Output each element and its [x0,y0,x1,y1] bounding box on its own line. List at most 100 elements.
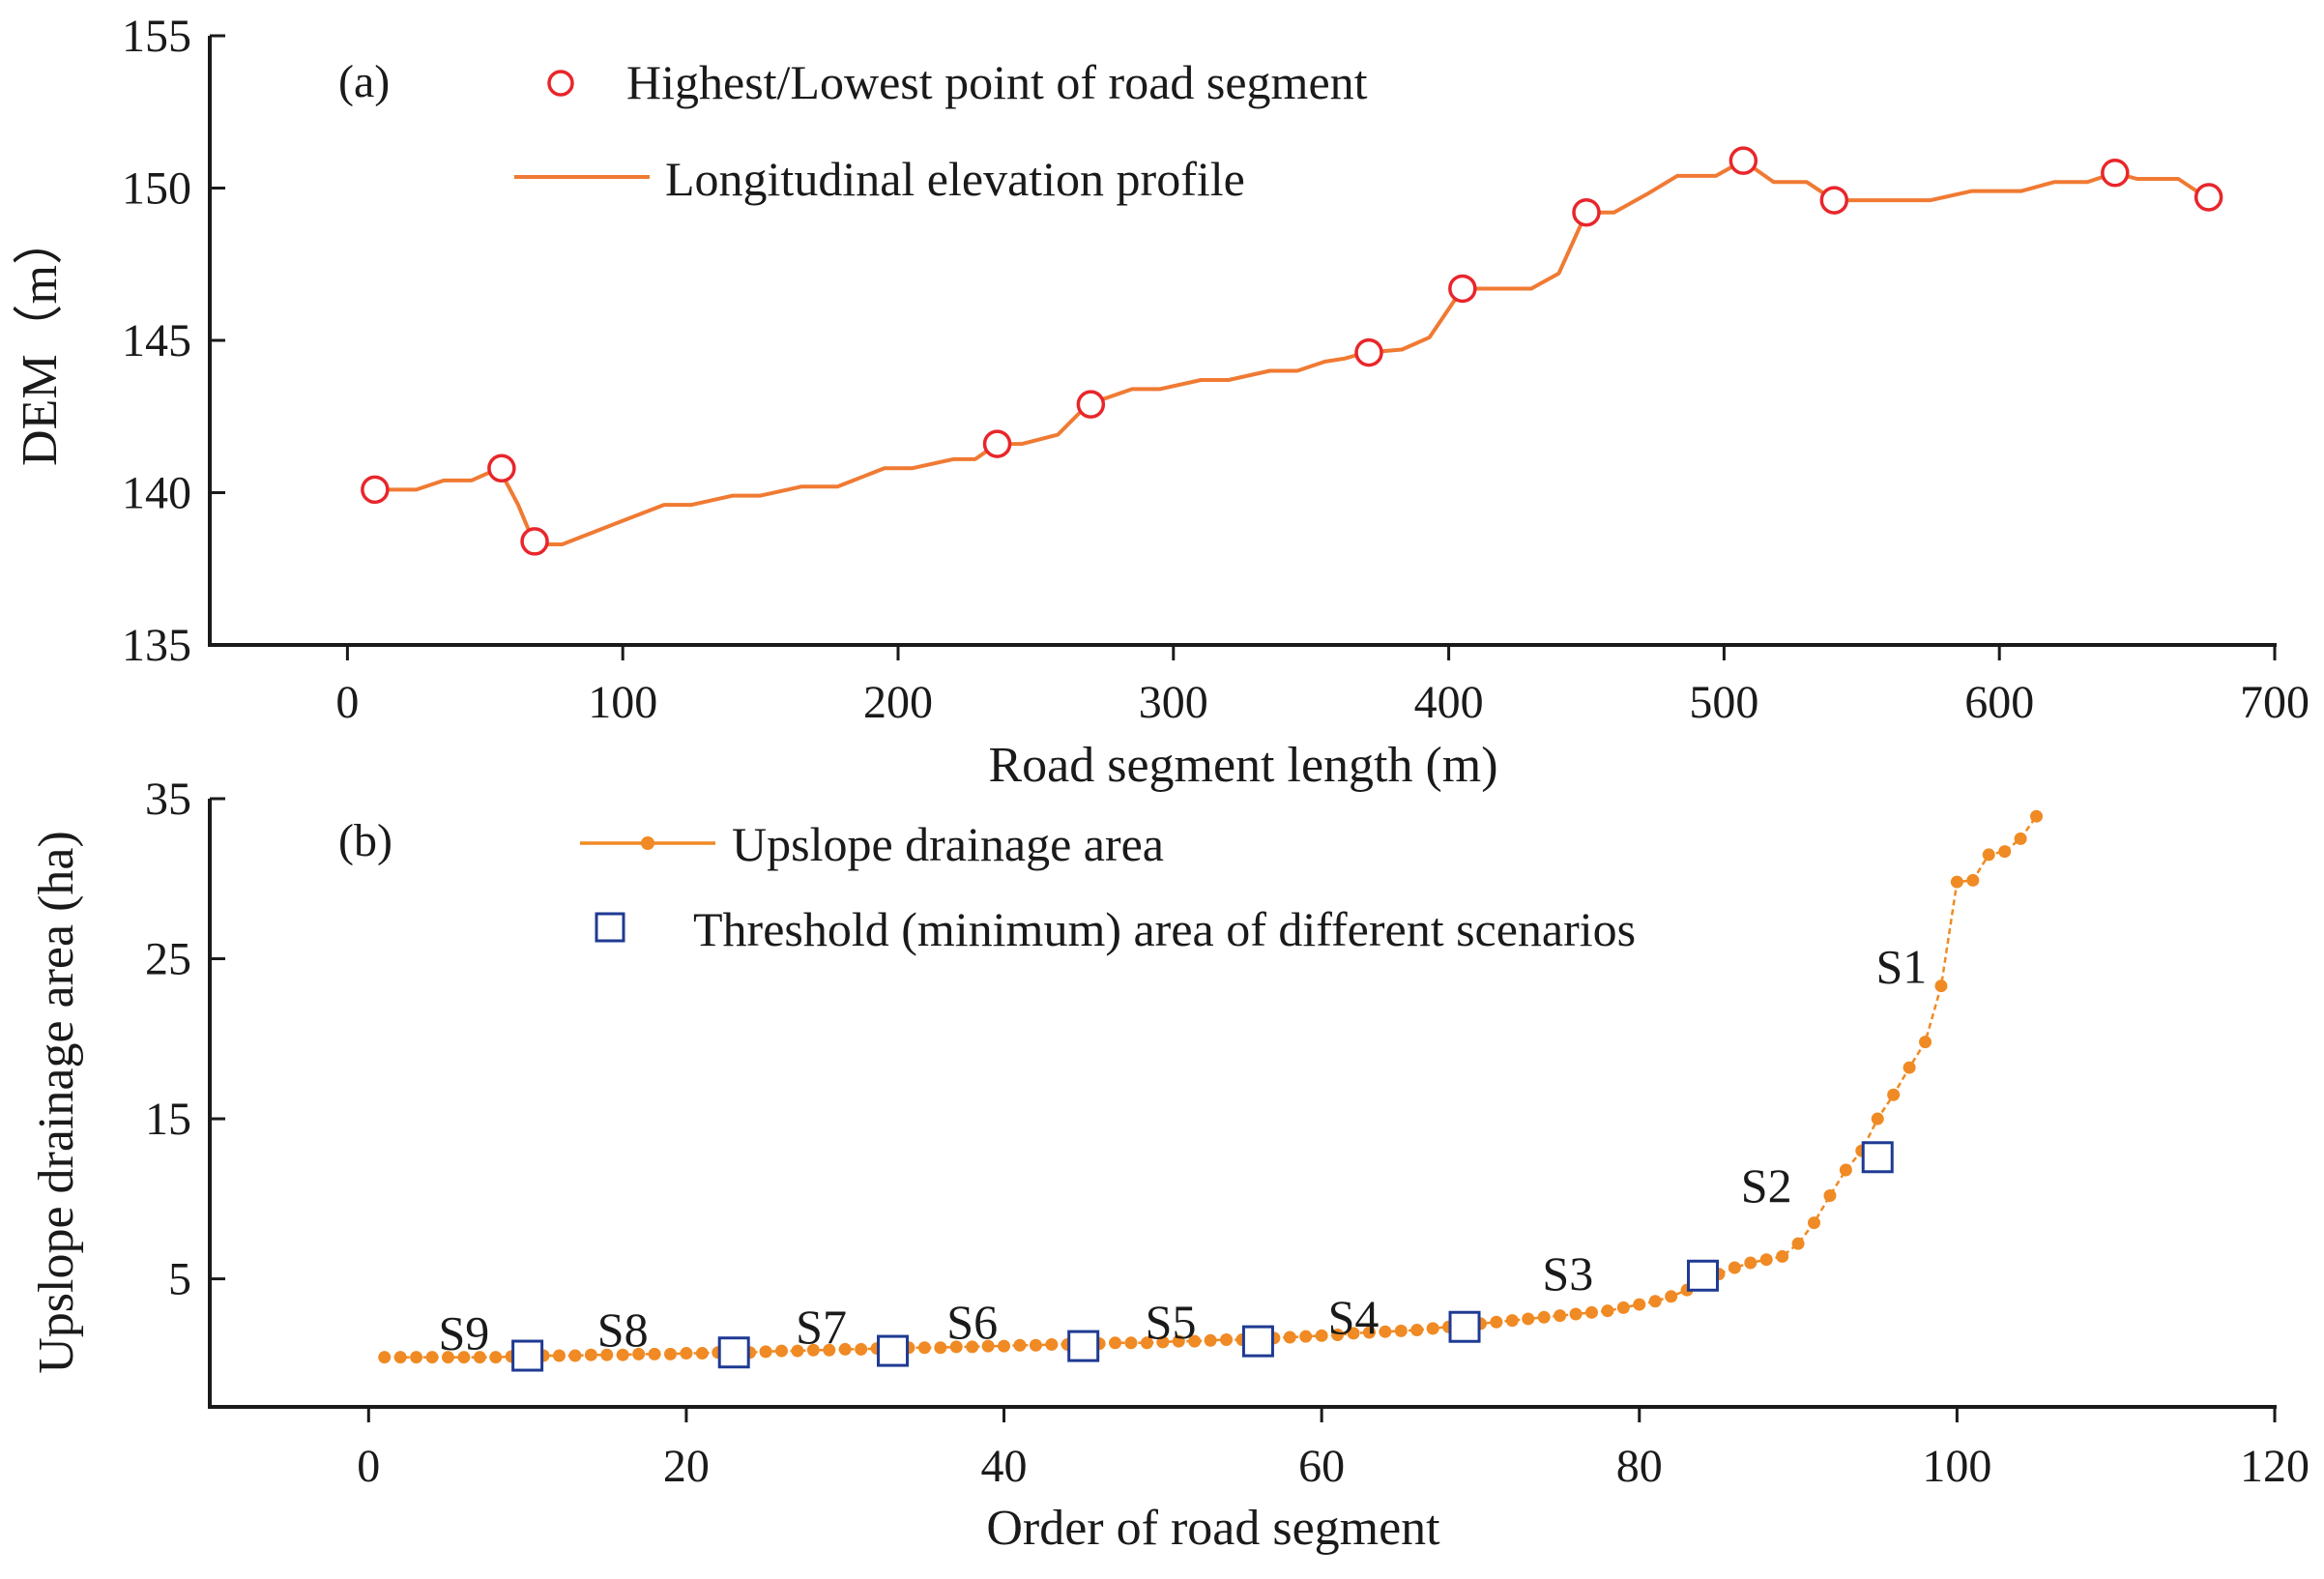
panel-b-plot-area [378,809,2044,1372]
drainage-area-point [568,1349,582,1362]
drainage-area-point [457,1351,471,1364]
legend-profile-label: Longitudinal elevation profile [665,152,1245,206]
threshold-square [1241,1325,1274,1358]
drainage-area-point [1347,1327,1360,1340]
highest-lowest-point [361,475,390,505]
panel-b-x-tick-label: 40 [981,1441,1028,1492]
drainage-area-point [1013,1338,1027,1352]
drainage-area-point [1394,1324,1408,1337]
drainage-area-point [1950,875,1963,889]
drainage-area-point [1410,1324,1424,1337]
panel-a-y-ticks: 135 140 145 150 155 [122,11,225,671]
drainage-area-point [1871,1112,1884,1126]
threshold-square [511,1339,544,1372]
drainage-area-point [1569,1307,1583,1321]
scenario-label: S4 [1328,1290,1380,1344]
threshold-square [1861,1141,1894,1174]
panel-a-label: (a) [338,56,390,107]
drainage-area-point [1029,1338,1042,1352]
panel-b-y-tick-label: 25 [145,934,191,985]
legend-highest-lowest-marker [547,70,574,97]
highest-lowest-point [520,527,549,556]
panel-a-x-tick-label: 300 [1139,677,1208,728]
legend-threshold-label: Threshold (minimum) area of different sc… [693,902,1636,956]
drainage-area-point [1966,873,1980,887]
drainage-area-point [1633,1298,1646,1311]
highest-lowest-point [1819,186,1849,215]
highest-lowest-point [487,453,516,483]
drainage-area-point [1045,1337,1059,1351]
drainage-area-line [384,815,2038,1359]
drainage-area-point [378,1351,392,1364]
drainage-area-point [1584,1305,1598,1319]
drainage-area-point [855,1342,868,1356]
drainage-area-point [759,1345,772,1359]
drainage-area-point [410,1351,423,1364]
highest-lowest-point [982,429,1012,458]
panel-a-x-ticks: 0 100 200 300 400 500 600 700 [335,645,2309,728]
panel-a-x-tick-label: 700 [2240,677,2309,728]
panel-a-y-tick-label: 150 [122,163,191,215]
drainage-area-point [1140,1336,1153,1350]
panel-b-x-tick-label: 100 [1922,1441,1991,1492]
drainage-area-point [663,1347,677,1360]
drainage-area-point [1505,1314,1519,1328]
drainage-area-point [917,1341,931,1355]
highest-lowest-point [1354,337,1383,367]
drainage-area-point [1839,1163,1852,1177]
panel-a-x-tick-label: 0 [335,677,359,728]
drainage-area-point [838,1342,852,1356]
drainage-area-point [1998,845,2012,859]
panel-a-y-tick-label: 135 [122,620,191,671]
panel-a-x-tick-label: 100 [588,677,657,728]
drainage-area-point [680,1347,693,1360]
drainage-area-point [648,1347,661,1360]
drainage-area-point [934,1341,947,1355]
drainage-area-point [1665,1290,1678,1303]
panel-a-y-tick-label: 155 [122,11,191,62]
drainage-area-point [1299,1330,1313,1343]
scenario-label: S8 [597,1302,649,1357]
drainage-area-point [806,1343,820,1357]
legend-drainage-marker [641,836,654,850]
highest-lowest-point [2101,159,2130,188]
drainage-area-point [1759,1253,1773,1267]
drainage-area-point [1648,1295,1662,1308]
panel-b-legend: Upslope drainage area Threshold (minimum… [580,817,1636,956]
panel-b-y-tick-label: 15 [145,1094,191,1145]
panel-b-x-ticks: 0 20 40 60 80 100 120 [357,1407,2309,1492]
drainage-area-point [1601,1304,1614,1318]
drainage-area-point [393,1351,407,1364]
highest-lowest-point [2193,183,2223,212]
drainage-area-point [1315,1329,1328,1342]
drainage-area-point [2030,809,2044,823]
highest-lowest-point [1728,146,1758,175]
drainage-area-point [775,1344,789,1358]
legend-highest-lowest-label: Highest/Lowest point of road segment [626,55,1368,109]
panel-a-legend: Highest/Lowest point of road segment Lon… [514,55,1368,206]
panel-a-x-tick-label: 200 [863,677,933,728]
highest-lowest-point [1572,197,1601,227]
drainage-area-point [600,1348,614,1361]
drainage-area-point [1426,1322,1439,1335]
drainage-area-point [584,1348,597,1361]
drainage-area-point [1283,1330,1296,1344]
drainage-area-point [1808,1216,1821,1230]
drainage-area-point [1172,1334,1185,1348]
drainage-area-point [1887,1088,1901,1101]
legend-threshold-marker [595,912,625,943]
drainage-area-point [1537,1310,1551,1324]
drainage-area-point [2014,832,2027,845]
threshold-square [877,1334,910,1367]
scenario-label: S7 [796,1300,847,1354]
drainage-area-point [632,1347,646,1360]
panel-b-y-tick-label: 35 [145,774,191,825]
drainage-area-point [966,1340,979,1354]
panel-a-y-axis-label: DEM（m） [13,215,68,466]
drainage-area-point [1490,1315,1503,1329]
elevation-profile-line [374,159,2207,546]
threshold-square [1448,1310,1481,1343]
panel-b-x-axis-label: Order of road segment [986,1501,1440,1556]
scenario-label: S5 [1146,1295,1197,1349]
